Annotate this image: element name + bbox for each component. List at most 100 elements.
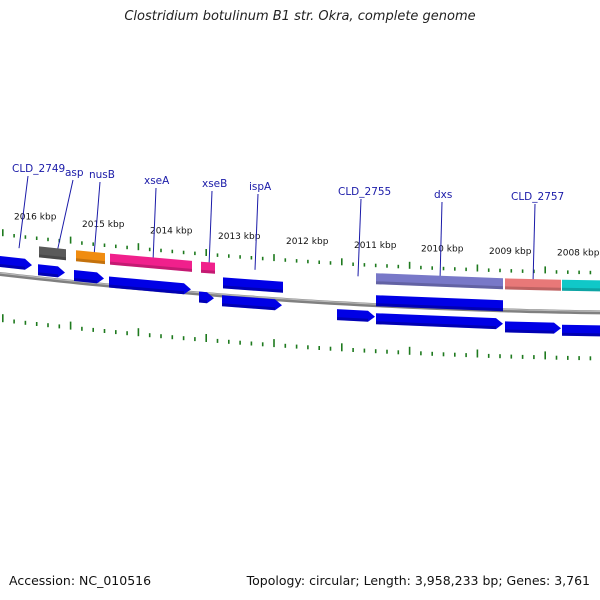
lower-tick [228,339,230,344]
cds-arrow [0,255,32,270]
backbone-line [0,271,600,315]
cds-arrow [562,324,600,337]
feature-box [76,250,105,265]
lower-tick [239,340,241,345]
upper-tick [182,250,185,255]
upper-tick [329,261,332,265]
gene-label-nusB: nusB [89,169,115,181]
upper-tick [228,254,230,258]
gene-leader-line [439,201,443,281]
feature-box [376,273,503,290]
upper-tick [307,259,309,264]
upper-tick [521,269,524,273]
cds-arrow-shade [199,299,207,304]
feature-box [110,253,192,272]
gene-label-xseB: xseB [202,178,227,190]
feature-box-shade [39,254,66,261]
upper-tick [92,242,94,246]
upper-tick [408,261,411,269]
upper-tick [171,249,174,254]
upper-tick [533,269,535,274]
gene-leader-line [208,190,213,267]
upper-tick [284,258,287,262]
upper-tick [420,265,422,270]
lower-tick [148,333,151,338]
upper-tick [476,264,479,272]
feature-box-shade [76,258,105,265]
lower-tick [533,355,535,360]
upper-tick [205,249,207,256]
genome-title: Clostridium botulinum B1 str. Okra, comp… [124,9,476,24]
lower-tick [115,330,117,335]
upper-tick [250,256,253,260]
lower-tick [578,356,580,361]
lower-tick [454,352,456,357]
kbp-label: 2012 kbp [286,237,329,247]
lower-tick [510,354,513,359]
cds-arrow [109,276,191,295]
upper-tick [454,267,456,271]
upper-tick [352,262,354,266]
cds-arrow [337,309,375,322]
kbp-label: 2011 kbp [354,241,397,251]
gene-label-CLD_2757: CLD_2757 [511,191,564,203]
lower-tick [92,327,94,332]
lower-tick [295,344,298,349]
upper-tick [431,266,433,270]
lower-tick [352,348,354,352]
upper-tick [261,256,264,261]
upper-tick [81,241,83,245]
lower-tick [386,349,388,354]
upper-tick [216,253,219,257]
upper-tick [386,264,388,268]
lower-tick [284,343,287,348]
upper-tick [363,263,366,267]
gene-leader-line [56,179,74,253]
gene-leader-line [254,193,259,270]
kbp-label: 2008 kbp [557,249,600,259]
upper-tick [465,267,467,272]
cds-arrow-shade [337,317,368,322]
lower-tick [589,356,592,361]
lower-tick [103,329,106,333]
lower-tick [521,354,524,359]
lower-tick [137,328,140,337]
gene-leader-line [93,181,101,257]
upper-tick [442,266,445,271]
accession-label: Accession: NC_010516 [9,573,152,588]
gene-leader-line [532,203,536,284]
lower-tick [13,319,15,324]
feature-box-shade [110,261,192,272]
lower-tick [465,353,467,358]
feature-box [201,261,215,274]
gene-leader-line [357,198,362,277]
lower-tick [329,346,332,351]
lower-tick [35,322,38,326]
lower-tick [408,346,411,355]
upper-tick [160,248,162,253]
lower-tick [341,343,343,352]
gene-label-ispA: ispA [249,181,272,193]
lower-tick [182,336,185,341]
lower-tick [58,324,61,329]
upper-tick [115,244,117,249]
upper-tick [24,235,27,239]
gene-label-dxs: dxs [434,189,452,201]
upper-tick [273,254,275,262]
gene-leader-line [152,187,157,262]
cds-arrow-shade [38,272,58,278]
kbp-label: 2015 kbp [82,220,125,230]
upper-tick [397,264,400,269]
cds-arrow-shade [222,303,275,311]
lower-tick [374,349,377,354]
upper-tick [544,266,546,274]
lower-tick [81,326,83,331]
lower-tick [307,345,309,350]
lower-tick [261,342,264,347]
lower-tick [2,314,4,323]
kbp-label: 2014 kbp [150,226,193,236]
feature-box [39,246,66,261]
genome-summary: Topology: circular; Length: 3,958,233 bp… [246,573,590,588]
upper-tick [555,270,558,274]
